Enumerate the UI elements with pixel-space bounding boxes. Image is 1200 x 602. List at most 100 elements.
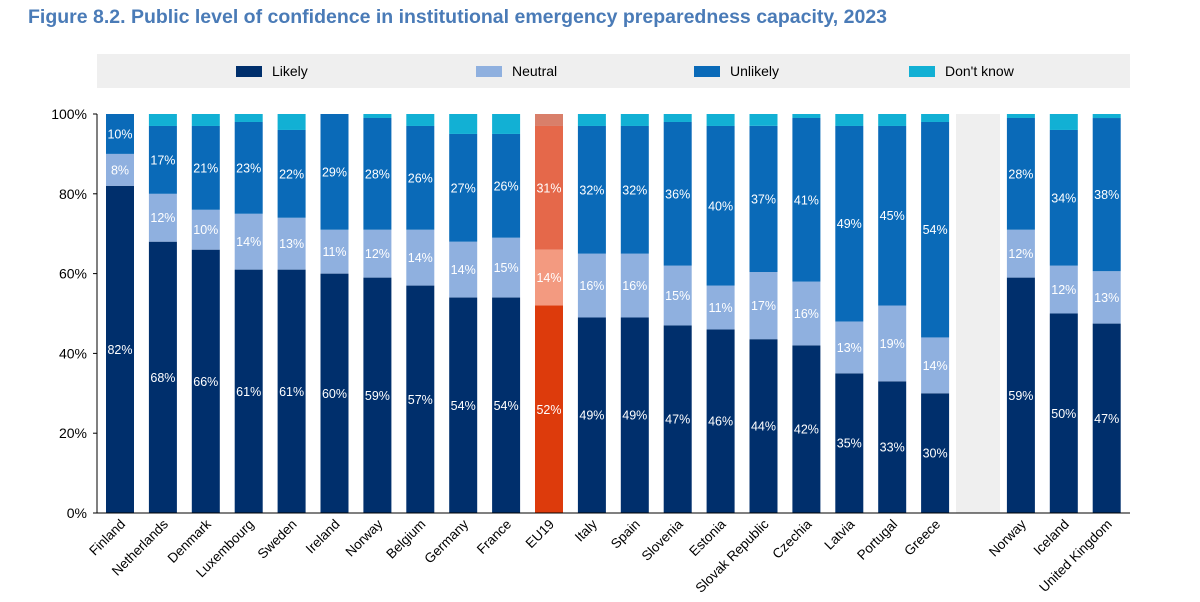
bar-likely-1 xyxy=(148,241,177,513)
x-tick-label-19: Greece xyxy=(901,517,943,559)
bar-unlikely-8 xyxy=(449,133,478,242)
bar-likely-15 xyxy=(749,339,778,513)
bar-don-t-know-4 xyxy=(277,114,306,130)
bar-unlikely-13 xyxy=(663,121,692,266)
bar-don-t-know-13 xyxy=(663,114,692,122)
bar-unlikely-1 xyxy=(148,125,177,194)
data-label-neutral-9: 15% xyxy=(494,261,519,275)
bar-neutral-9 xyxy=(492,237,521,298)
chart-title: Figure 8.2. Public level of confidence i… xyxy=(28,6,888,28)
data-label-unlikely-13: 36% xyxy=(665,187,690,201)
bar-neutral-8 xyxy=(449,241,478,298)
bar-neutral-11 xyxy=(577,253,606,318)
data-label-unlikely-16: 41% xyxy=(794,193,819,207)
data-label-neutral-18: 19% xyxy=(880,337,905,351)
data-label-unlikely-5: 29% xyxy=(322,165,347,179)
data-label-unlikely-11: 32% xyxy=(579,183,604,197)
data-label-likely-15: 44% xyxy=(751,420,776,434)
bar-neutral-18 xyxy=(878,305,907,382)
data-label-unlikely-15: 37% xyxy=(751,192,776,206)
legend-swatch-unlikely xyxy=(694,65,720,77)
data-label-unlikely-17: 49% xyxy=(837,217,862,231)
data-label-likely-21: 59% xyxy=(1008,389,1033,403)
data-label-likely-16: 42% xyxy=(794,423,819,437)
bar-neutral-22 xyxy=(1049,265,1078,314)
legend-label-neutral: Neutral xyxy=(512,63,558,79)
data-label-likely-10: 52% xyxy=(536,403,561,417)
legend-swatch-dontknow xyxy=(909,65,935,77)
data-label-neutral-15: 17% xyxy=(751,299,776,313)
bar-likely-12 xyxy=(620,317,649,513)
data-label-likely-17: 35% xyxy=(837,437,862,451)
data-label-unlikely-1: 17% xyxy=(150,153,175,167)
bar-unlikely-19 xyxy=(921,121,950,338)
data-label-unlikely-18: 45% xyxy=(880,209,905,223)
bar-unlikely-4 xyxy=(277,129,306,218)
x-tick-label-6: Norway xyxy=(343,516,386,559)
bar-unlikely-18 xyxy=(878,125,907,306)
bar-don-t-know-6 xyxy=(363,114,392,118)
data-label-unlikely-3: 23% xyxy=(236,161,261,175)
bar-likely-6 xyxy=(363,277,392,513)
bar-unlikely-6 xyxy=(363,117,392,230)
bar-unlikely-14 xyxy=(706,125,735,286)
bar-unlikely-0 xyxy=(106,114,134,154)
data-label-likely-3: 61% xyxy=(236,385,261,399)
bar-don-t-know-8 xyxy=(449,114,478,134)
data-label-neutral-14: 11% xyxy=(709,301,733,315)
bar-don-t-know-7 xyxy=(406,114,435,126)
data-label-neutral-4: 13% xyxy=(279,237,304,251)
x-tick-label-9: France xyxy=(474,517,514,557)
data-label-unlikely-8: 27% xyxy=(451,181,476,195)
data-label-likely-5: 60% xyxy=(322,387,347,401)
x-tick-label-11: Italy xyxy=(572,516,600,544)
legend: Likely Neutral Unlikely Don't know xyxy=(97,54,1130,88)
data-label-likely-7: 57% xyxy=(408,393,433,407)
bar-likely-11 xyxy=(577,317,606,513)
y-tick-label: 20% xyxy=(59,425,87,441)
data-label-likely-0: 82% xyxy=(107,343,132,357)
data-label-unlikely-4: 22% xyxy=(279,167,304,181)
data-label-neutral-0: 8% xyxy=(111,163,129,177)
data-label-neutral-13: 15% xyxy=(665,289,690,303)
data-label-neutral-7: 14% xyxy=(408,251,433,265)
data-label-neutral-8: 14% xyxy=(451,263,476,277)
data-label-unlikely-19: 54% xyxy=(923,223,948,237)
data-label-likely-14: 46% xyxy=(708,415,733,429)
bar-don-t-know-3 xyxy=(234,114,263,122)
bar-likely-14 xyxy=(706,329,735,513)
bar-unlikely-3 xyxy=(234,121,263,214)
bar-neutral-5 xyxy=(320,229,349,274)
data-label-neutral-19: 14% xyxy=(923,359,948,373)
data-label-unlikely-14: 40% xyxy=(708,199,733,213)
data-label-likely-18: 33% xyxy=(880,441,905,455)
data-label-likely-4: 61% xyxy=(279,385,304,399)
legend-swatch-likely xyxy=(236,65,262,77)
bar-don-t-know-19 xyxy=(921,114,950,122)
x-tick-label-0: Finland xyxy=(86,517,128,559)
legend-swatch-neutral xyxy=(476,65,502,77)
y-tick-label: 100% xyxy=(51,106,87,122)
bar-neutral-4 xyxy=(277,217,306,270)
data-label-likely-6: 59% xyxy=(365,389,390,403)
data-label-neutral-3: 14% xyxy=(236,235,261,249)
bar-don-t-know-23 xyxy=(1092,114,1121,119)
bar-don-t-know-18 xyxy=(878,114,907,126)
bar-unlikely-15 xyxy=(749,125,778,273)
bar-don-t-know-21 xyxy=(1006,114,1035,118)
x-tick-label-12: Spain xyxy=(608,517,643,552)
data-label-likely-19: 30% xyxy=(923,447,948,461)
bar-likely-17 xyxy=(835,373,864,513)
data-label-likely-2: 66% xyxy=(193,375,218,389)
bar-likely-9 xyxy=(492,297,521,513)
data-label-unlikely-10: 31% xyxy=(536,181,561,195)
data-label-neutral-22: 12% xyxy=(1051,283,1076,297)
bar-don-t-know-22 xyxy=(1049,114,1078,130)
bar-likely-16 xyxy=(792,345,821,513)
legend-label-likely: Likely xyxy=(272,63,308,79)
data-label-neutral-23: 13% xyxy=(1094,291,1119,305)
legend-label-unlikely: Unlikely xyxy=(730,63,780,79)
legend-item-dontknow: Don't know xyxy=(909,54,1014,88)
bar-likely-7 xyxy=(406,285,435,513)
data-label-likely-8: 54% xyxy=(451,399,476,413)
